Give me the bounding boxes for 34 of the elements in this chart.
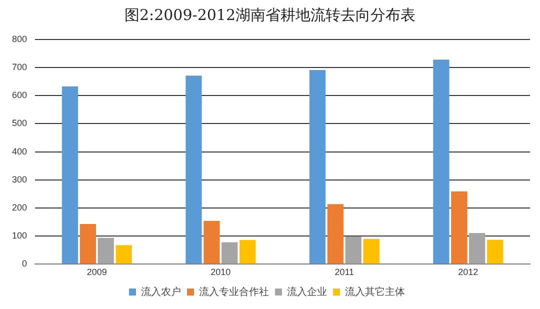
bar [222,242,238,264]
bar [239,240,256,264]
y-tick-label: 100 [12,230,28,241]
bar [98,238,114,264]
y-tick-label: 200 [12,202,28,212]
y-tick-label: 500 [12,118,28,128]
bar [486,240,504,264]
bar [345,236,362,264]
bar [204,220,220,264]
bar [186,76,202,264]
legend-label: 流入企业 [287,286,327,298]
legend-label: 流入农户 [141,286,181,298]
y-tick-label: 600 [12,90,28,100]
y-tick-label: 800 [12,34,28,44]
x-tick-label: 2009 [86,267,107,278]
y-tick-label: 300 [12,174,28,184]
x-tick-label: 2011 [334,267,354,278]
legend-label: 流入专业合作社 [199,286,269,298]
y-tick-label: 400 [12,146,28,156]
legend-label: 流入其它主体 [345,286,405,298]
bar [80,224,96,264]
bar [469,233,486,264]
bar [309,70,326,264]
chart-title: 图2:2009-2012湖南省耕地流转去向分布表 [123,5,416,26]
bar [363,238,380,264]
bar [327,204,344,264]
bar [116,245,132,264]
y-tick-label: 700 [12,62,28,72]
bar [62,86,78,264]
x-tick-label: 2012 [458,267,478,278]
bar [451,191,468,264]
x-tick-label: 2010 [210,267,231,278]
y-tick-label: 0 [22,258,28,269]
bar [433,60,450,264]
